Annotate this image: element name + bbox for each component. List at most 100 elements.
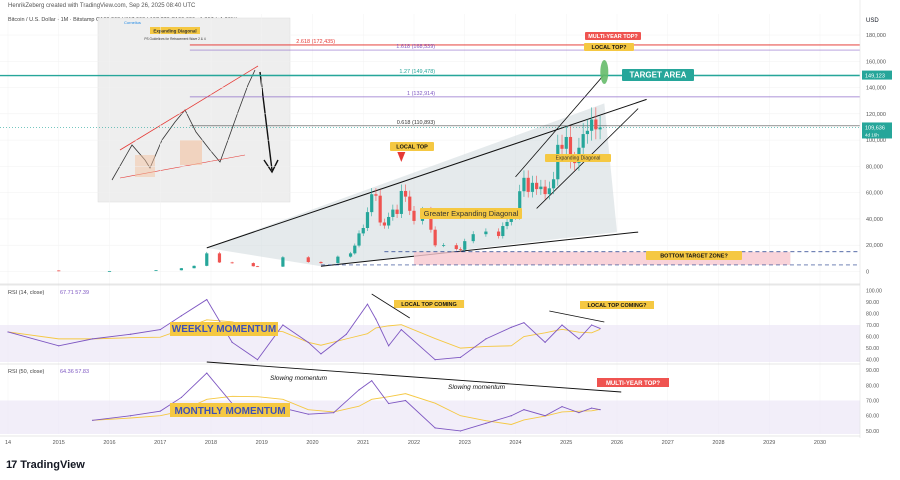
weekly-rsi-point: [256, 359, 259, 361]
price-candle: [205, 253, 209, 266]
price-candle: [556, 144, 560, 180]
annotation-bottom-target-zone-box: [646, 251, 742, 260]
monthly-rsi-point: [459, 430, 462, 432]
monthly-rsi-point: [578, 412, 580, 414]
weekly-rsi-point: [599, 327, 601, 330]
price-candle: [382, 222, 386, 226]
annotation-bottom-target-zone: BOTTOM TARGET ZONE?: [660, 253, 728, 259]
fib-level-label: 1.27 (149,478): [399, 69, 435, 75]
monthly-rsi-point: [159, 410, 161, 412]
price-candle: [501, 226, 505, 237]
target-arrow-icon: [600, 60, 609, 84]
tradingview-logo-icon: 17: [6, 459, 17, 471]
monthly-rsi-point: [358, 389, 360, 391]
price-candle: [365, 212, 370, 229]
price-candle: [471, 234, 475, 242]
time-tick-label: 2026: [611, 440, 623, 446]
weekly-rsi-point: [510, 326, 512, 328]
price-candle: [458, 249, 463, 250]
monthly-rsi-point: [591, 407, 593, 409]
price-candle: [395, 209, 399, 214]
price-tick-label: 20,000: [866, 243, 883, 249]
weekly-local-top-q-label: LOCAL TOP COMING?: [588, 303, 648, 309]
price-candle: [192, 265, 196, 269]
weekly-momentum-box: [170, 322, 278, 336]
price-tick-label: 160,000: [866, 59, 886, 65]
weekly-divergence-line-2: [549, 310, 605, 323]
monthly-rsi-point: [388, 402, 390, 405]
price-candle: [433, 229, 437, 246]
monthly-momentum-label: MONTHLY MOMENTUM: [174, 406, 285, 417]
price-candle: [442, 245, 446, 247]
monthly-rsi-point: [404, 399, 407, 402]
time-tick-label: 2027: [662, 440, 674, 446]
monthly-rsi-tick-label: 90.00: [866, 368, 879, 374]
annotation-greater-diagonal: Greater Expanding Diagonal: [424, 209, 519, 218]
price-candle: [535, 182, 539, 190]
price-tick-label: 180,000: [866, 33, 886, 39]
inset-diagram: Expanding Diagonal Cornelius PS Guidelin…: [97, 17, 291, 203]
monthly-rsi-tick-label: 50.00: [866, 429, 879, 435]
weekly-rsi-tick-label: 80.00: [866, 311, 879, 317]
price-candle: [560, 144, 564, 149]
monthly-rsi-point: [434, 427, 436, 429]
price-candle: [581, 134, 585, 148]
price-tick-label: 120,000: [866, 112, 886, 118]
price-tick-label: 80,000: [866, 164, 883, 170]
weekly-rsi-point: [320, 353, 322, 355]
time-tick-label: 2024: [509, 440, 521, 446]
weekly-rsi-ma-line: [7, 319, 601, 349]
weekly-rsi-point: [434, 359, 436, 361]
fib-level-label: 1 (132,914): [407, 91, 435, 97]
local-top-arrow-icon: [397, 152, 406, 162]
slowing-momentum-label-2: Slowing momentum: [448, 384, 506, 391]
weekly-rsi-point: [485, 338, 487, 340]
price-candle: [484, 231, 488, 235]
monthly-rsi-point: [510, 415, 512, 417]
price-candle: [526, 177, 530, 192]
price-tick-label: 0: [866, 269, 869, 275]
time-tick-label: 2020: [306, 440, 318, 446]
monthly-rsi-point: [371, 380, 373, 382]
inset-title: Expanding Diagonal: [153, 29, 196, 34]
price-candle: [255, 266, 260, 268]
price-candle: [496, 231, 501, 237]
weekly-rsi-tick-label: 50.00: [866, 346, 879, 352]
currency-label: USD: [866, 18, 879, 24]
weekly-divergence-line: [371, 293, 410, 319]
chart-credit: HenrikZeberg created with TradingView.co…: [8, 3, 196, 9]
greater-diagonal-lower: [320, 231, 639, 267]
weekly-rsi-tick-label: 70.00: [866, 323, 879, 329]
monthly-rsi-title: RSI (50, close): [8, 369, 45, 375]
monthly-rsi-point: [485, 422, 487, 424]
price-candle: [403, 190, 408, 197]
price-candle: [154, 270, 158, 272]
weekly-rsi-point: [180, 315, 182, 317]
price-candle: [251, 263, 255, 267]
price-candle: [518, 191, 522, 216]
price-candle: [217, 253, 222, 263]
monthly-top-label: MULTI-YEAR TOP?: [606, 381, 660, 387]
weekly-rsi-point: [375, 318, 377, 320]
price-candle: [543, 186, 547, 195]
price-tick-label: 40,000: [866, 217, 883, 223]
tradingview-brand: TradingView: [20, 459, 85, 471]
weekly-rsi-point: [561, 324, 563, 326]
monthly-rsi-point: [599, 409, 601, 411]
weekly-rsi-point: [282, 324, 284, 326]
weekly-rsi-point: [544, 341, 546, 343]
inset-subtitle: PS Guidelines for Retracement Wave 2 & 4: [144, 37, 205, 41]
time-tick-label: 2030: [814, 440, 826, 446]
annotation-target-area-box: [622, 69, 694, 81]
monthly-rsi-point: [544, 415, 546, 417]
annotation-local-top: LOCAL TOP: [396, 144, 428, 150]
price-candle: [281, 257, 285, 267]
weekly-rsi-values: 67.71 57.39: [60, 290, 89, 296]
price-candle: [306, 257, 310, 263]
price-candle: [378, 195, 382, 223]
price-candle: [179, 268, 183, 271]
time-tick-label: 2015: [53, 440, 65, 446]
weekly-rsi-point: [459, 356, 462, 358]
weekly-rsi-point: [130, 333, 132, 335]
